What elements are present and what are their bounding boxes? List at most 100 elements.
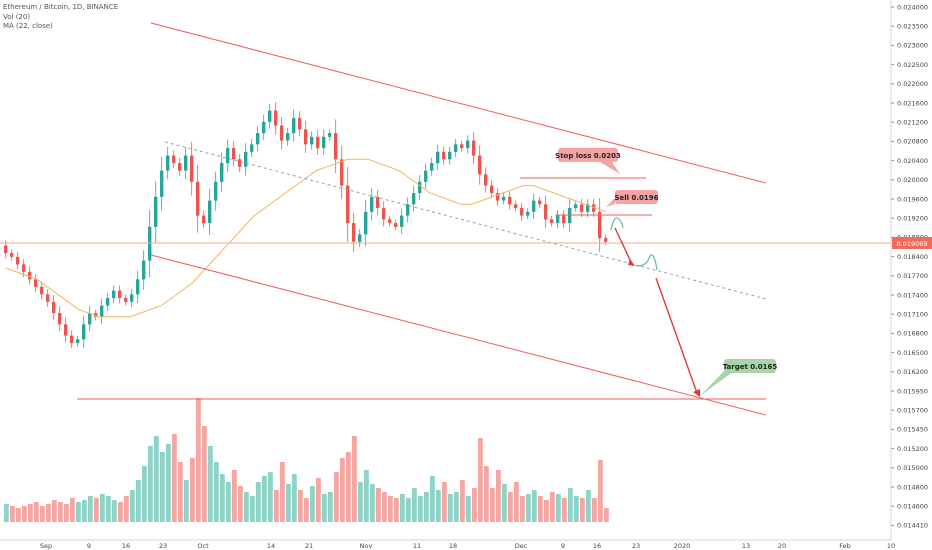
candle-body <box>490 185 494 194</box>
candle-body <box>472 140 476 156</box>
volume-bar <box>22 506 27 522</box>
price-tick-label: 0.024000 <box>897 3 928 11</box>
volume-bar <box>130 490 135 522</box>
candle-body <box>4 245 8 254</box>
price-tick-label: 0.015700 <box>897 407 928 415</box>
target-annotation[interactable]: Target 0.0165 <box>723 359 778 373</box>
volume-bar <box>208 446 213 522</box>
candle-body <box>322 136 326 149</box>
volume-bar <box>214 462 219 522</box>
volume-bar <box>280 462 285 522</box>
price-tick-label: 0.017400 <box>897 291 928 299</box>
candle-body <box>10 253 14 257</box>
volume-bar <box>268 472 273 522</box>
price-axis[interactable]: 0.024000 0.023500 0.023000 0.022500 0.022000… <box>891 3 928 530</box>
volume-bar <box>352 436 357 522</box>
candle-body <box>436 151 440 164</box>
candle-body <box>112 290 116 299</box>
projection-arrows <box>610 217 734 397</box>
candle-body <box>442 151 446 160</box>
channel-upper-line <box>150 22 767 184</box>
price-tick-label: 0.014410 <box>897 522 928 530</box>
price-tick-label: 0.015950 <box>897 387 928 395</box>
price-tick-label: 0.023500 <box>897 23 928 31</box>
candle-body <box>190 155 194 182</box>
volume-bar <box>232 470 237 522</box>
time-tick-label: Dec <box>515 542 528 550</box>
volume-bar <box>418 496 423 522</box>
candle-body <box>94 313 98 317</box>
volume-bar <box>526 494 531 522</box>
time-tick-label: 20 <box>778 542 786 550</box>
volume-bar <box>334 472 339 522</box>
volume-bar <box>424 492 429 522</box>
stop-loss-annotation[interactable]: Stop loss 0.0203 <box>555 148 621 174</box>
volume-bar <box>202 426 207 522</box>
volume-bar <box>244 492 249 522</box>
candle-body <box>370 196 374 212</box>
candle-body <box>160 170 164 197</box>
candle-body <box>214 181 218 201</box>
candle-body <box>226 148 230 164</box>
price-tick-label: 0.021600 <box>897 99 928 107</box>
price-tick-label: 0.020800 <box>897 138 928 146</box>
volume-bar <box>520 496 525 522</box>
volume-bar <box>376 488 381 522</box>
time-tick-label: Sep <box>40 542 52 550</box>
candle-body <box>124 298 128 302</box>
candle-body <box>166 155 170 171</box>
candle-body <box>142 260 146 280</box>
time-tick-label: 23 <box>632 542 640 550</box>
volume-bar <box>580 498 585 522</box>
volume-bar <box>250 496 255 522</box>
volume-bar <box>514 482 519 522</box>
channel-midline <box>164 141 767 300</box>
volume-bar <box>106 496 111 522</box>
candle-body <box>76 339 80 344</box>
price-tick-label: 0.020000 <box>897 176 928 184</box>
price-tick-label: 0.022500 <box>897 61 928 69</box>
volume-bar <box>310 486 315 522</box>
candle-body <box>274 110 278 126</box>
candle-body <box>376 196 380 209</box>
time-axis[interactable]: Sep 9 16 23 Oct 14 21 Nov 11 18 Dec 9 16 23 2020 13 20 Fe… <box>40 542 895 550</box>
candle-body <box>46 294 50 302</box>
time-tick-label: 14 <box>267 542 275 550</box>
candle-body <box>316 136 320 149</box>
volume-bar <box>94 498 99 522</box>
sell-annotation[interactable]: Sell 0.0196 <box>606 190 659 207</box>
candle-body <box>466 140 470 149</box>
candle-body <box>538 200 542 205</box>
volume-bar <box>502 484 507 522</box>
price-tick-label: 0.015450 <box>897 426 928 434</box>
volume-bar <box>358 482 363 522</box>
candle-body <box>34 279 38 287</box>
volume-bar <box>508 492 513 522</box>
candle-body <box>394 223 398 227</box>
volume-bar <box>550 492 555 522</box>
volume-bar <box>148 446 153 522</box>
volume-bar <box>10 506 15 522</box>
volume-bar <box>568 488 573 522</box>
volume-bar <box>166 444 171 522</box>
candle-body <box>310 136 314 145</box>
candle-body <box>256 133 260 145</box>
volume-bar <box>4 504 9 522</box>
candle-body <box>520 208 524 216</box>
price-tick-label: 0.014600 <box>897 503 928 511</box>
candle-body <box>148 226 152 261</box>
candle-body <box>448 151 452 160</box>
volume-bar <box>586 490 591 522</box>
candle-body <box>232 148 236 160</box>
volume-bar <box>382 492 387 522</box>
volume-bar <box>466 496 471 522</box>
volume-bar <box>490 488 495 522</box>
candle-body <box>88 313 92 325</box>
price-tick-label: 0.016200 <box>897 368 928 376</box>
candle-body <box>514 204 518 209</box>
price-tick-label: 0.019200 <box>897 215 928 223</box>
volume-bar <box>292 474 297 522</box>
candle-body <box>406 204 410 216</box>
volume-bar <box>556 494 561 522</box>
